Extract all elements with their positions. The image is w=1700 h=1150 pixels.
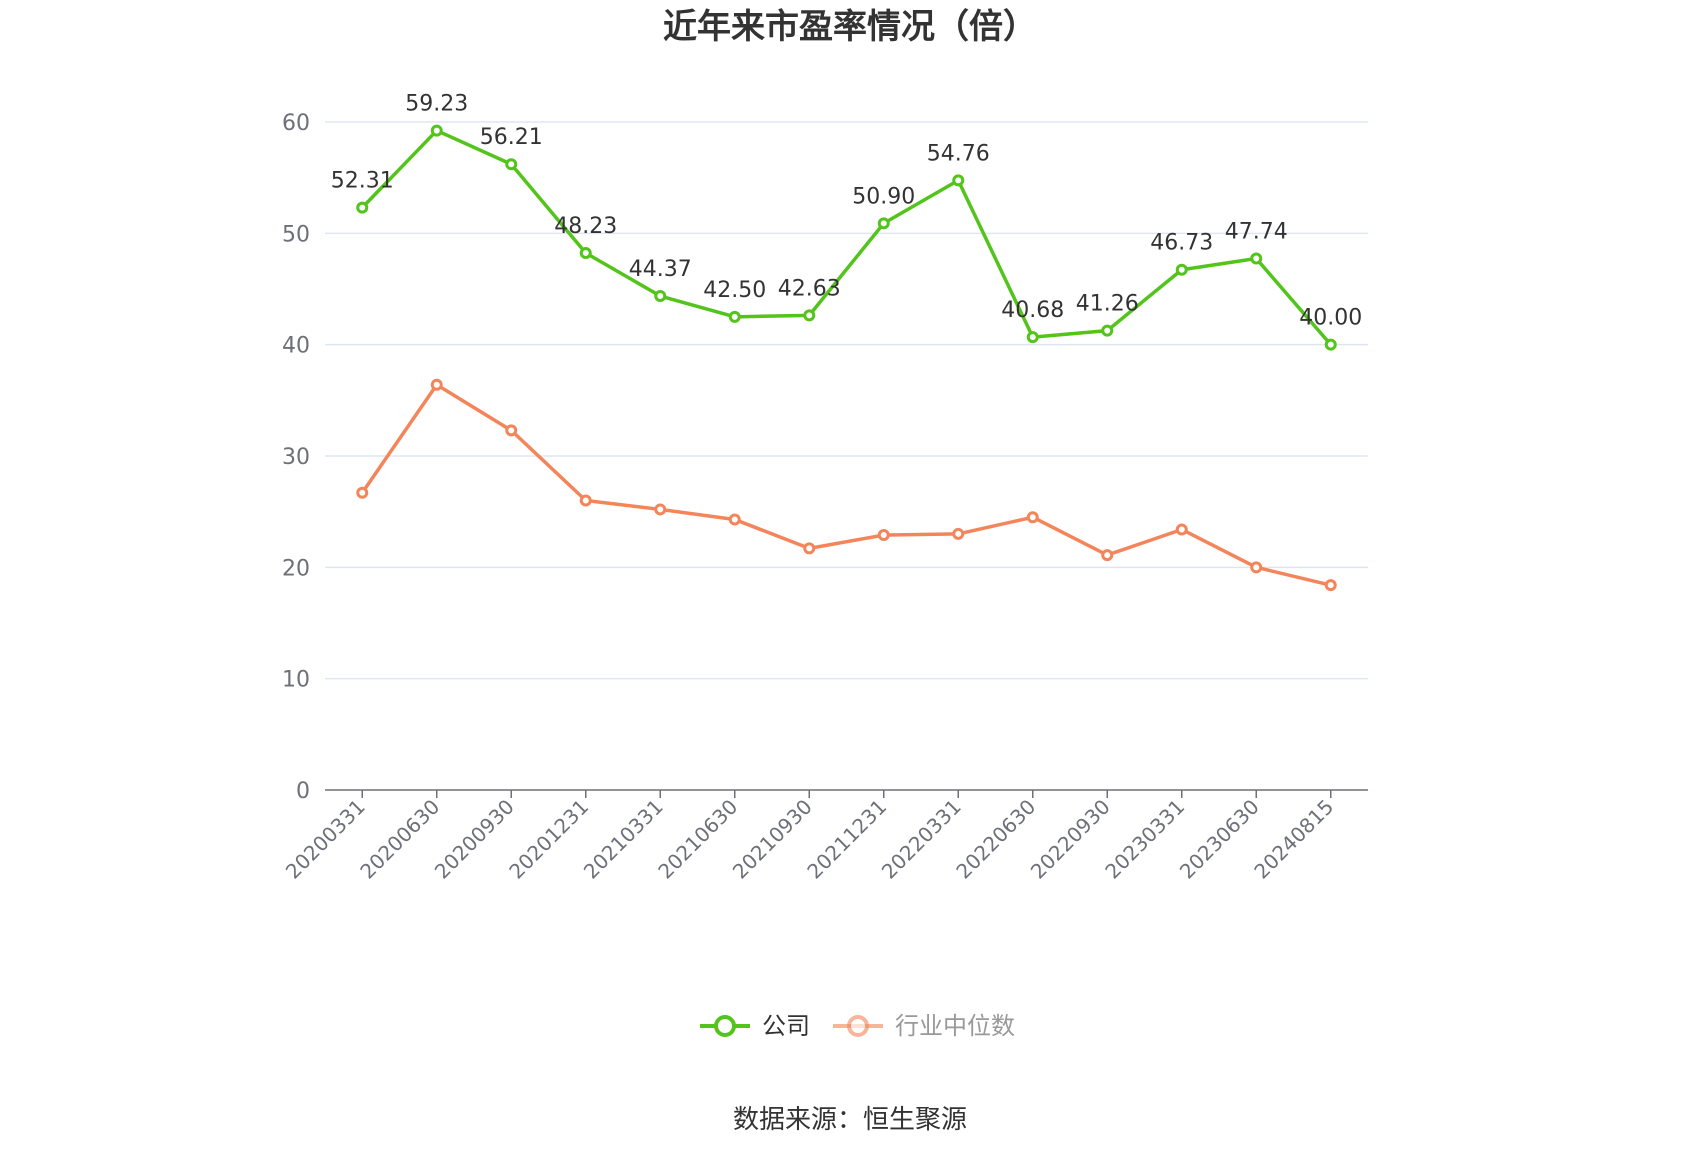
data-label: 47.74 xyxy=(1225,219,1288,244)
legend-marker-industry-median xyxy=(847,1015,869,1037)
data-label: 40.68 xyxy=(1001,298,1064,323)
data-label: 54.76 xyxy=(927,141,990,166)
x-axis: 2020033120200630202009302020123120210331… xyxy=(281,789,1368,884)
data-point xyxy=(579,494,592,507)
legend-label-company: 公司 xyxy=(762,1012,810,1040)
legend: 公司 行业中位数 xyxy=(700,1012,1015,1040)
y-tick-label: 10 xyxy=(282,668,310,693)
data-label: 40.00 xyxy=(1299,306,1362,331)
legend-label-industry-median: 行业中位数 xyxy=(895,1012,1015,1040)
data-point xyxy=(430,378,443,391)
data-point xyxy=(505,424,518,437)
x-tick-label: 20220930 xyxy=(1026,795,1115,884)
x-tick-label: 20210930 xyxy=(728,795,817,884)
series-line xyxy=(360,128,1333,346)
data-point xyxy=(1101,549,1114,562)
data-label: 52.31 xyxy=(331,169,394,194)
x-tick-label: 20200331 xyxy=(281,795,370,884)
data-point xyxy=(1324,579,1337,592)
grid-lines xyxy=(325,121,1368,680)
data-point xyxy=(1101,324,1114,337)
data-point xyxy=(1175,263,1188,276)
series-line xyxy=(360,382,1332,587)
x-tick-label: 20220331 xyxy=(877,795,966,884)
legend-marker-company xyxy=(714,1015,736,1037)
data-point xyxy=(654,503,667,516)
y-tick-label: 30 xyxy=(282,445,310,470)
data-point xyxy=(1026,331,1039,344)
data-label: 42.63 xyxy=(778,276,841,301)
data-point xyxy=(952,527,965,540)
data-label: 44.37 xyxy=(629,257,692,282)
data-point xyxy=(728,310,741,323)
data-point xyxy=(803,309,816,322)
legend-item-company[interactable]: 公司 xyxy=(700,1012,810,1040)
x-tick-label: 20230630 xyxy=(1175,795,1264,884)
data-point xyxy=(356,201,369,214)
data-point xyxy=(1250,561,1263,574)
data-label: 48.23 xyxy=(554,214,617,239)
x-tick-label: 20211231 xyxy=(802,795,891,884)
y-tick-label: 60 xyxy=(282,111,310,136)
data-point xyxy=(877,217,890,230)
chart-title: 近年来市盈率情况（倍） xyxy=(663,7,1037,47)
series-group: 52.31 59.23 56.21 48.23 44.37 42.50 42.63 50.90… xyxy=(331,92,1362,592)
data-point xyxy=(356,486,369,499)
data-point xyxy=(1026,511,1039,524)
y-tick-label: 20 xyxy=(282,556,310,581)
x-tick-label: 20200630 xyxy=(355,795,444,884)
y-tick-label: 40 xyxy=(282,334,310,359)
data-point xyxy=(1250,252,1263,265)
data-point xyxy=(877,529,890,542)
data-point xyxy=(430,124,443,137)
data-label: 41.26 xyxy=(1076,292,1139,317)
x-tick-label: 20220630 xyxy=(951,795,1040,884)
data-point xyxy=(654,290,667,303)
data-label: 42.50 xyxy=(703,278,766,303)
data-source: 数据来源：恒生聚源 xyxy=(733,1105,967,1135)
x-tick-label: 20210630 xyxy=(653,795,742,884)
data-point xyxy=(1324,338,1337,351)
data-label: 59.23 xyxy=(405,92,468,117)
data-point xyxy=(803,542,816,555)
x-tick-label: 20240815 xyxy=(1249,795,1338,884)
data-point xyxy=(728,513,741,526)
x-tick-label: 20230331 xyxy=(1100,795,1189,884)
y-axis: 0 10 20 30 40 50 60 xyxy=(282,111,310,804)
series-company: 52.31 59.23 56.21 48.23 44.37 42.50 42.63 50.90… xyxy=(331,92,1362,351)
x-tick-label: 20200930 xyxy=(430,795,519,884)
y-tick-label: 0 xyxy=(296,779,310,804)
data-point xyxy=(505,158,518,171)
x-tick-label: 20201231 xyxy=(504,795,593,884)
data-point xyxy=(579,247,592,260)
data-label: 56.21 xyxy=(480,125,543,150)
data-label: 46.73 xyxy=(1150,231,1213,256)
series-industry-median xyxy=(356,378,1337,592)
data-point xyxy=(952,174,965,187)
legend-item-industry-median[interactable]: 行业中位数 xyxy=(833,1012,1015,1040)
y-tick-label: 50 xyxy=(282,222,310,247)
data-label: 50.90 xyxy=(852,184,915,209)
x-tick-label: 20210331 xyxy=(579,795,668,884)
data-point xyxy=(1175,523,1188,536)
